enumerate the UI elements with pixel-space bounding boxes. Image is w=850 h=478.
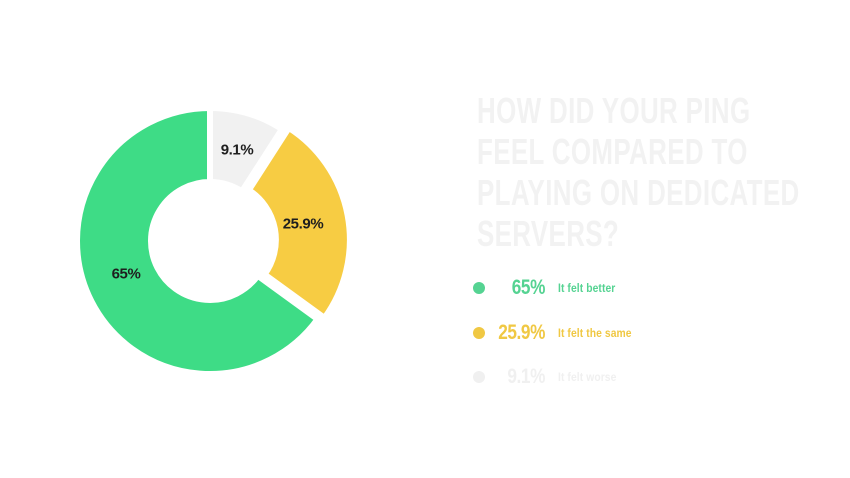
chart-title: HOW DID YOUR PING FEEL COMPARED TO PLAYING… (477, 90, 815, 254)
slice-label-it-felt-the-same: 25.9% (283, 216, 324, 233)
legend-row-it-felt-the-same: 25.9% It felt the same (473, 311, 644, 356)
donut-segment-it-felt-better (74, 105, 321, 377)
legend-dot-icon (473, 326, 485, 339)
legend-dot-icon (473, 371, 485, 384)
slice-label-it-felt-worse: 9.1% (221, 142, 254, 159)
legend-row-it-felt-worse: 9.1% It felt worse (473, 355, 644, 400)
title-line: SERVERS? (477, 213, 620, 254)
donut-segment-it-felt-worse (207, 105, 285, 195)
chart-legend: 65% It felt better 25.9% It felt the same 9.… (473, 266, 644, 400)
legend-row-it-felt-better: 65% It felt better (473, 266, 644, 311)
title-line: FEEL COMPARED TO (477, 131, 748, 172)
donut-segment-it-felt-the-same (245, 124, 353, 321)
legend-percent: 9.1% (507, 365, 545, 389)
title-line: PLAYING ON DEDICATED (477, 172, 800, 213)
legend-label: It felt better (558, 281, 616, 296)
legend-label: It felt worse (558, 370, 617, 385)
legend-label: It felt the same (558, 325, 632, 340)
legend-percent: 65% (511, 276, 546, 300)
legend-percent: 25.9% (498, 320, 545, 344)
legend-dot-icon (473, 282, 485, 295)
slice-label-it-felt-better: 65% (112, 266, 141, 283)
title-line: HOW DID YOUR PING (477, 90, 751, 131)
